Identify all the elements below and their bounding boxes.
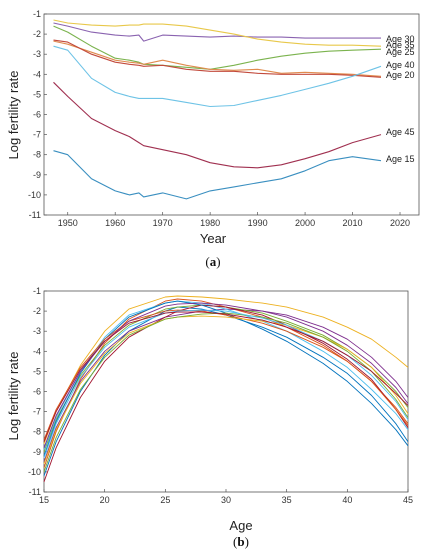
- chart-a-plot-area: 1950 1960 1970 1980 1990 2000 2010 2020 -1 -2 -3 -4…: [28, 9, 420, 228]
- y-tick-label: -4: [33, 346, 41, 356]
- x-tick-label: 1980: [200, 218, 220, 228]
- y-tick-label: -1: [33, 9, 41, 19]
- series-line-1: [53, 22, 381, 42]
- series-line-7: [43, 304, 409, 483]
- x-tick-label: 35: [282, 495, 292, 505]
- series-line-6: [43, 300, 409, 450]
- chart-b: 15 20 25 30 35 40 45 -1 -2 -3 -4 -5 -6 -7 -8 -9 -10 -11 L…: [6, 286, 413, 549]
- y-tick-label: -8: [33, 150, 41, 160]
- x-tick-label: 2020: [390, 218, 410, 228]
- series-line-3: [43, 295, 409, 444]
- x-tick-label: 45: [403, 495, 413, 505]
- chart-b-xlabel: Age: [229, 518, 252, 533]
- x-tick-label: 1960: [105, 218, 125, 228]
- series-line-4: [43, 308, 409, 462]
- y-tick-label: -9: [33, 170, 41, 180]
- y-tick-label: -10: [28, 467, 41, 477]
- y-tick-label: -4: [33, 69, 41, 79]
- series-line-11: [43, 302, 409, 448]
- y-tick-label: -10: [28, 190, 41, 200]
- series-line-14: [43, 311, 409, 442]
- x-tick-label: 1970: [153, 218, 173, 228]
- y-tick-label: -5: [33, 366, 41, 376]
- series-label: Age 45: [386, 127, 415, 137]
- plot-frame: [43, 290, 409, 493]
- y-tick-label: -2: [33, 29, 41, 39]
- y-tick-label: -8: [33, 427, 41, 437]
- series-label: Age 20: [386, 70, 415, 80]
- y-tick-label: -3: [33, 49, 41, 59]
- x-tick-label: 30: [221, 495, 231, 505]
- chart-a-xlabel: Year: [200, 231, 227, 246]
- chart-b-caption: (b): [233, 534, 249, 549]
- x-tick-label: 1950: [58, 218, 78, 228]
- chart-a-caption: (a): [205, 254, 220, 269]
- y-tick-label: -6: [33, 387, 41, 397]
- x-tick-label: 40: [342, 495, 352, 505]
- y-tick-label: -7: [33, 407, 41, 417]
- series-line-13: [43, 309, 409, 458]
- x-tick-label: 25: [160, 495, 170, 505]
- y-tick-label: -1: [33, 286, 41, 296]
- series-line-3: [53, 25, 382, 70]
- x-tick-label: 1990: [248, 218, 268, 228]
- chart-a: 1950 1960 1970 1980 1990 2000 2010 2020 -1 -2 -3 -4…: [6, 9, 420, 269]
- series-line-10: [43, 315, 409, 465]
- series-label: Age 40: [386, 60, 415, 70]
- y-tick-label: -9: [33, 447, 41, 457]
- y-tick-label: -11: [29, 487, 41, 497]
- y-tick-label: -5: [33, 89, 41, 99]
- series-line-7: [53, 81, 382, 169]
- series-line-12: [43, 312, 409, 473]
- series-line-1: [43, 306, 409, 477]
- chart-b-ylabel: Log fertility rate: [6, 352, 21, 441]
- series-label: Age 15: [386, 154, 415, 164]
- series-line-9: [43, 309, 409, 440]
- chart-a-ylabel: Log fertility rate: [6, 71, 21, 160]
- plot-frame: [43, 13, 420, 216]
- series-line-6: [53, 45, 382, 108]
- series-label: Age 25: [386, 47, 415, 57]
- x-tick-label: 20: [100, 495, 110, 505]
- series-line-5: [53, 39, 382, 78]
- series-label: Age 30: [386, 34, 415, 44]
- x-tick-label: 2000: [295, 218, 315, 228]
- y-tick-label: -11: [29, 210, 41, 220]
- series-line-2: [53, 19, 382, 47]
- series-label: Age 35: [386, 40, 415, 50]
- x-tick-label: 15: [39, 495, 49, 505]
- y-tick-label: -2: [33, 306, 41, 316]
- series-line-8: [53, 150, 382, 200]
- x-tick-label: 2010: [343, 218, 363, 228]
- y-tick-label: -3: [33, 326, 41, 336]
- series-line-4: [53, 40, 382, 77]
- y-tick-label: -7: [33, 130, 41, 140]
- y-tick-label: -6: [33, 110, 41, 120]
- chart-b-plot-area: 15 20 25 30 35 40 45 -1 -2 -3 -4 -5 -6 -7 -8 -9 -10 -11: [28, 286, 413, 505]
- series-line-2: [43, 298, 409, 469]
